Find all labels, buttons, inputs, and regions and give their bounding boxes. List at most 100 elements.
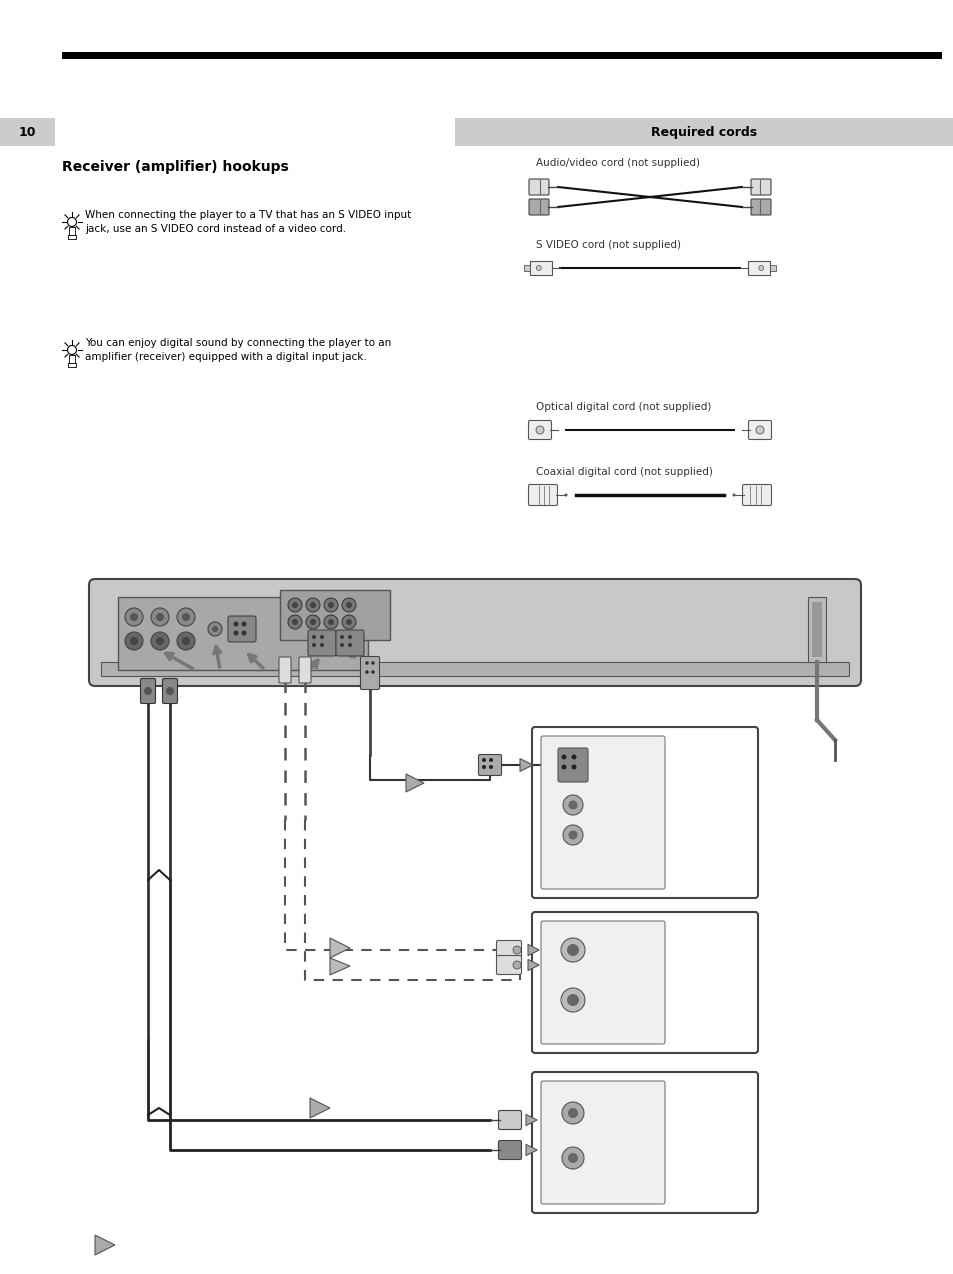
Polygon shape [527, 944, 538, 956]
Circle shape [481, 758, 485, 762]
Circle shape [324, 598, 337, 612]
Circle shape [560, 989, 584, 1012]
Circle shape [341, 598, 355, 612]
Circle shape [151, 608, 169, 626]
Circle shape [732, 493, 735, 497]
Polygon shape [95, 1235, 115, 1255]
Circle shape [151, 632, 169, 650]
Bar [0, 118, 55, 147]
Circle shape [561, 754, 566, 759]
FancyBboxPatch shape [529, 180, 548, 195]
Circle shape [371, 661, 375, 665]
Text: Coaxial digital cord (not supplied): Coaxial digital cord (not supplied) [536, 468, 712, 476]
FancyBboxPatch shape [529, 199, 548, 215]
Circle shape [319, 634, 324, 640]
Circle shape [561, 1147, 583, 1170]
Circle shape [560, 938, 584, 962]
Circle shape [324, 615, 337, 629]
FancyBboxPatch shape [528, 420, 551, 440]
Circle shape [536, 265, 540, 270]
Polygon shape [310, 1098, 330, 1119]
Bar [747, 261, 769, 275]
Circle shape [348, 634, 352, 640]
Bar [530, 261, 552, 275]
Bar [523, 265, 530, 271]
Circle shape [566, 994, 578, 1006]
Text: 10: 10 [18, 126, 35, 139]
Circle shape [125, 608, 143, 626]
FancyBboxPatch shape [540, 1082, 664, 1204]
Circle shape [233, 622, 238, 627]
Circle shape [130, 613, 138, 620]
Circle shape [536, 426, 543, 434]
Circle shape [348, 643, 352, 647]
Circle shape [566, 944, 578, 956]
FancyBboxPatch shape [308, 631, 335, 656]
FancyBboxPatch shape [748, 420, 771, 440]
Circle shape [365, 661, 369, 665]
Circle shape [513, 947, 520, 954]
Polygon shape [527, 959, 538, 971]
Text: Audio/video cord (not supplied): Audio/video cord (not supplied) [536, 158, 700, 168]
FancyBboxPatch shape [532, 727, 758, 898]
Bar [101, 662, 848, 676]
Circle shape [568, 800, 577, 809]
Circle shape [346, 619, 352, 626]
Circle shape [177, 632, 194, 650]
FancyBboxPatch shape [750, 199, 770, 215]
FancyBboxPatch shape [741, 484, 771, 506]
FancyBboxPatch shape [498, 1140, 521, 1159]
Polygon shape [519, 758, 532, 771]
FancyBboxPatch shape [532, 912, 758, 1054]
Circle shape [758, 265, 763, 270]
Circle shape [212, 626, 218, 632]
Circle shape [68, 218, 76, 227]
Circle shape [562, 826, 582, 845]
Circle shape [312, 634, 315, 640]
Circle shape [310, 603, 315, 608]
Circle shape [561, 1102, 583, 1124]
FancyBboxPatch shape [498, 1111, 521, 1130]
Circle shape [306, 615, 319, 629]
Circle shape [562, 795, 582, 815]
Bar [811, 603, 821, 657]
Circle shape [489, 758, 493, 762]
FancyBboxPatch shape [228, 617, 255, 642]
Bar [69, 227, 75, 234]
FancyBboxPatch shape [360, 656, 379, 689]
Circle shape [177, 608, 194, 626]
Bar [118, 598, 368, 670]
Polygon shape [330, 958, 350, 975]
Polygon shape [330, 938, 350, 958]
Bar [68, 363, 76, 367]
Bar [62, 52, 941, 59]
Circle shape [156, 637, 164, 645]
Circle shape [489, 764, 493, 769]
Circle shape [144, 687, 152, 696]
Circle shape [182, 613, 190, 620]
Circle shape [328, 603, 334, 608]
Circle shape [571, 754, 576, 759]
Circle shape [346, 603, 352, 608]
Circle shape [292, 603, 297, 608]
Circle shape [561, 764, 566, 769]
Circle shape [306, 598, 319, 612]
Circle shape [328, 619, 334, 626]
Circle shape [182, 637, 190, 645]
FancyBboxPatch shape [496, 956, 521, 975]
FancyBboxPatch shape [162, 679, 177, 703]
Bar [280, 590, 390, 640]
Circle shape [208, 622, 222, 636]
Circle shape [339, 643, 344, 647]
Circle shape [371, 670, 375, 674]
Circle shape [288, 598, 302, 612]
FancyBboxPatch shape [335, 631, 364, 656]
Circle shape [319, 643, 324, 647]
FancyBboxPatch shape [140, 679, 155, 703]
Circle shape [568, 831, 577, 840]
Circle shape [339, 634, 344, 640]
Bar [807, 598, 825, 662]
Circle shape [292, 619, 297, 626]
Polygon shape [406, 775, 423, 792]
Bar [69, 355, 75, 363]
